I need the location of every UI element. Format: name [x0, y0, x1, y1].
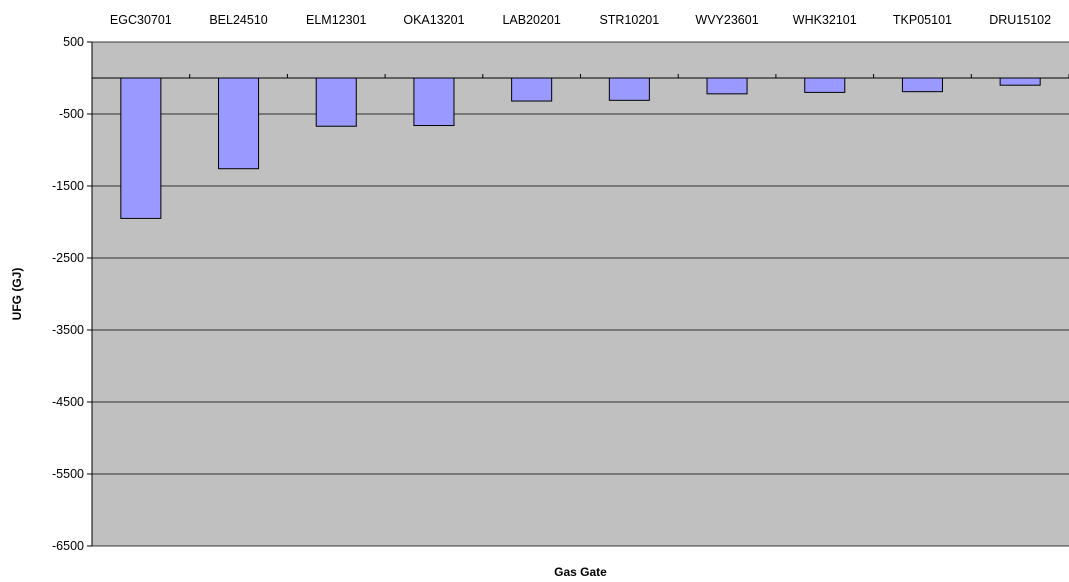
bar-elm12301	[315, 77, 357, 127]
category-label: WHK32101	[793, 13, 857, 27]
category-label: DRU15102	[989, 13, 1051, 27]
category-label: BEL24510	[209, 13, 267, 27]
bar-oka13201	[413, 77, 455, 127]
bar-bel24510	[218, 77, 260, 170]
y-tick-label: -5500	[52, 467, 84, 481]
y-tick-label: -3500	[52, 323, 84, 337]
category-label: OKA13201	[403, 13, 464, 27]
bars	[120, 77, 1041, 219]
category-labels: EGC30701 BEL24510 ELM12301 OKA13201 LAB20201…	[110, 13, 1051, 27]
bar-dru15102	[999, 77, 1041, 86]
category-label: LAB20201	[502, 13, 560, 27]
category-label: WVY23601	[695, 13, 758, 27]
y-tick-label: 500	[63, 35, 84, 49]
x-axis-ticks	[91, 74, 1069, 78]
bar-tkp05101	[901, 77, 943, 93]
y-axis-title: UFG (GJ)	[10, 268, 24, 321]
y-tick-label: -1500	[52, 179, 84, 193]
y-tick-label: -500	[59, 107, 84, 121]
bar-wvy23601	[706, 77, 748, 95]
y-tick-label: -2500	[52, 251, 84, 265]
bar-lab20201	[511, 77, 553, 102]
bar-egc30701	[120, 77, 162, 219]
category-label: ELM12301	[306, 13, 367, 27]
y-axis-ticks: 500 -500 -1500 -2500 -3500 -4500 -5500 -6500	[52, 35, 92, 553]
bar-whk32101	[804, 77, 846, 93]
x-axis-title: Gas Gate	[554, 565, 607, 579]
y-tick-label: -6500	[52, 539, 84, 553]
category-label: STR10201	[599, 13, 659, 27]
y-tick-label: -4500	[52, 395, 84, 409]
bar-str10201	[608, 77, 650, 101]
category-label: EGC30701	[110, 13, 172, 27]
category-label: TKP05101	[893, 13, 952, 27]
